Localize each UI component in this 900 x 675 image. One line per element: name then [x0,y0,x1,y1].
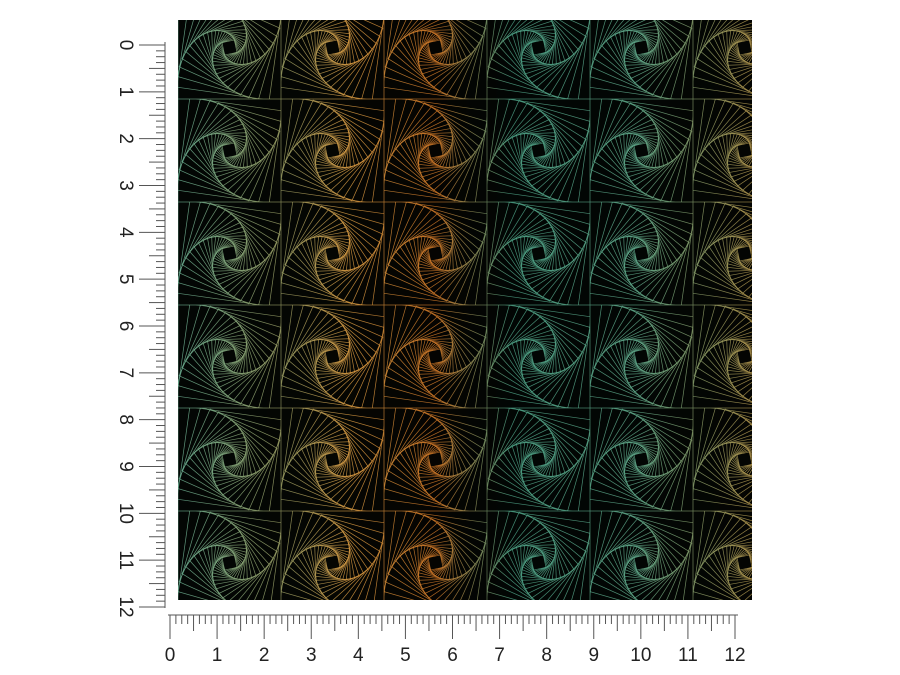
ruler-label: 12 [724,645,745,666]
ruler-label: 0 [165,645,176,666]
ruler-label: 8 [115,414,136,425]
ruler-label: 9 [588,645,599,666]
ruler-label: 11 [115,550,136,570]
ruler-label: 5 [400,645,411,666]
ruler-label: 1 [115,87,136,98]
ruler-label: 7 [494,645,505,666]
ruler-label: 9 [115,461,136,472]
ruler-label: 6 [115,321,136,332]
ruler-label: 0 [115,40,136,51]
ruler-label: 2 [115,133,136,144]
pattern-tint [178,20,752,600]
ruler-label: 4 [115,227,136,238]
ruler-label: 10 [115,503,136,524]
ruler-label: 10 [630,645,651,666]
ruler-label: 3 [306,645,317,666]
ruler-label: 4 [353,645,364,666]
ruler-label: 12 [115,596,136,617]
ruler-label: 8 [541,645,552,666]
ruler-label: 6 [447,645,458,666]
ruler-label: 2 [259,645,270,666]
ruler-label: 7 [115,368,136,379]
ruler-label: 11 [678,645,698,666]
ruler-label: 1 [212,645,223,666]
ruler-label: 3 [115,180,136,191]
ruler-label: 5 [115,274,136,285]
